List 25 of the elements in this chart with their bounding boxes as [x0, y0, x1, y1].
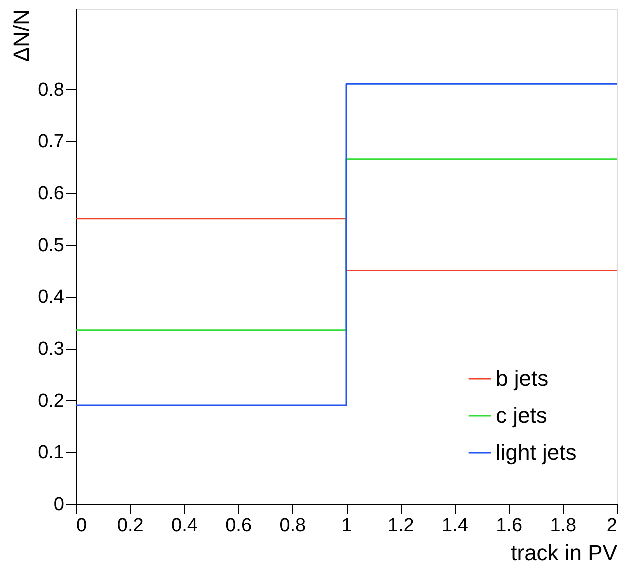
x-tick-label: 1.2	[388, 516, 414, 536]
legend-label: light jets	[496, 440, 577, 465]
y-tick-label: 0.5	[38, 235, 64, 256]
legend-label: b jets	[496, 366, 549, 391]
y-tick-label: 0.3	[38, 339, 64, 360]
y-tick-label: 0.6	[38, 184, 64, 205]
x-tick-label: 1.6	[496, 516, 523, 536]
x-tick-label: 2	[606, 516, 618, 536]
x-tick-label: 0.8	[280, 516, 306, 536]
x-tick-label: 1	[342, 516, 352, 536]
y-tick-label: 0.4	[38, 287, 65, 308]
x-tick-label: 1.4	[442, 516, 469, 536]
x-tick-label: 0.2	[117, 516, 144, 536]
x-axis-title: track in PV	[511, 540, 618, 566]
x-tick-label: 0.4	[171, 516, 198, 536]
x-tick-label: 1.8	[550, 516, 577, 536]
y-tick-label: 0.7	[38, 132, 64, 153]
y-tick-label: 0	[54, 494, 64, 516]
y-axis-title: ΔN/N	[9, 10, 34, 62]
x-tick-label: 0	[76, 516, 88, 536]
y-tick-label: 0.1	[38, 442, 64, 464]
y-tick-label: 0.8	[38, 80, 64, 101]
x-tick-label: 0.6	[226, 516, 252, 536]
legend-label: c jets	[496, 403, 548, 428]
y-tick-label: 0.2	[38, 390, 64, 412]
